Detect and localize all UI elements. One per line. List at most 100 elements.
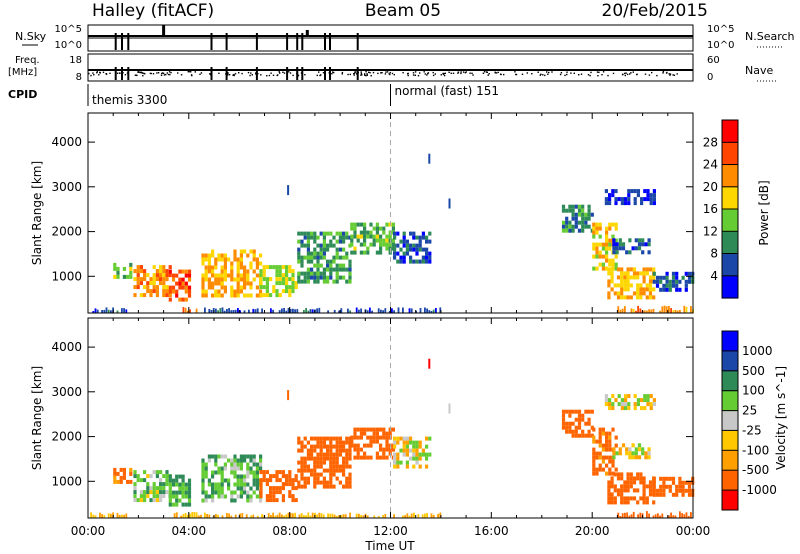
power-echo-cell — [418, 239, 422, 244]
power-echo-cell — [601, 262, 605, 267]
vel-echo-cell — [356, 443, 360, 448]
nave-dot — [607, 74, 609, 77]
power-echo-cell — [294, 281, 298, 286]
vel-echo-cell — [310, 444, 314, 449]
nave-dot — [662, 72, 664, 74]
nave-dot — [460, 71, 462, 73]
vel-echo-cell — [275, 470, 279, 475]
velocity-colorbar-tick-label: 25 — [742, 404, 757, 418]
vel-ground-scatter — [344, 514, 347, 518]
power-echo-cell — [610, 267, 614, 272]
vel-echo-cell — [303, 436, 307, 441]
power-echo-cell — [249, 261, 253, 266]
power-echo-cell — [350, 226, 354, 231]
vel-echo-cell — [642, 476, 646, 481]
vel-echo-cell — [329, 476, 333, 481]
vel-echo-cell — [319, 444, 323, 449]
vel-echo-cell — [262, 478, 266, 483]
velocity-colorbar-segment — [722, 370, 738, 392]
vel-echo-cell — [382, 427, 386, 432]
power-ground-scatter — [182, 307, 185, 313]
power-echo-cell — [249, 265, 253, 270]
power-ground-scatter — [184, 307, 187, 313]
nave-dot — [322, 72, 325, 74]
power-echo-cell — [348, 243, 352, 248]
vel-echo-cell — [113, 471, 117, 476]
vel-echo-cell — [281, 494, 285, 499]
vel-ground-scatter — [90, 512, 92, 518]
power-echo-cell — [332, 243, 336, 248]
vel-echo-cell — [288, 494, 292, 499]
power-echo-cell — [402, 239, 406, 244]
vel-echo-cell — [372, 439, 376, 444]
vel-echo-cell — [379, 435, 383, 440]
vel-echo-cell — [385, 435, 389, 440]
vel-echo-cell — [297, 436, 301, 441]
velocity-colorbar-tick-label: -1000 — [742, 483, 777, 497]
power-echo-cell — [601, 246, 605, 251]
nave-dot — [515, 73, 517, 76]
vel-echo-cell — [217, 466, 221, 471]
power-echo-cell — [577, 228, 582, 233]
power-echo-cell — [316, 235, 320, 240]
vel-echo-cell — [568, 409, 572, 414]
power-echo-cell — [428, 239, 432, 244]
power-echo-cell — [375, 238, 379, 243]
power-echo-cell — [595, 266, 599, 271]
vel-ground-scatter — [690, 512, 692, 518]
power-echo-cell — [313, 263, 317, 268]
power-ground-scatter — [430, 311, 433, 313]
nave-dot — [668, 73, 670, 75]
nave-dot — [170, 71, 172, 74]
power-y-tick-label: 1000 — [51, 269, 82, 283]
power-echo-cell — [329, 231, 333, 236]
power-echo-cell — [587, 204, 591, 209]
power-echo-cell — [310, 271, 314, 276]
vel-echo-cell — [342, 460, 346, 465]
vel-echo-cell — [356, 427, 360, 432]
vel-echo-cell — [581, 429, 585, 434]
power-echo-cell — [590, 212, 594, 217]
nave-dot — [255, 73, 257, 75]
vel-ground-scatter — [333, 514, 336, 518]
vel-echo-cell — [608, 459, 612, 464]
vel-ground-scatter — [94, 515, 97, 518]
power-echo-cell — [201, 261, 205, 266]
power-echo-cell — [577, 208, 582, 213]
power-ground-scatter — [221, 307, 224, 313]
vel-echo-cell — [652, 480, 656, 485]
vel-ground-scatter — [241, 513, 244, 518]
vel-echo-cell — [155, 470, 159, 475]
vel-echo-cell — [239, 482, 243, 487]
power-echo-cell — [648, 283, 653, 288]
nave-dot — [452, 72, 455, 74]
vel-echo-cell — [233, 462, 237, 467]
power-echo-cell — [620, 201, 624, 206]
power-echo-cell — [136, 277, 140, 282]
vel-ground-scatter — [116, 512, 119, 518]
power-echo-cell — [612, 242, 616, 247]
power-echo-cell — [322, 255, 326, 260]
power-echo-cell — [629, 283, 633, 288]
vel-echo-cell — [649, 402, 653, 407]
vel-echo-cell — [143, 470, 147, 475]
power-ground-scatter — [384, 308, 387, 313]
vel-echo-cell — [184, 502, 188, 507]
power-echo-cell — [259, 273, 263, 278]
power-echo-cell — [621, 242, 626, 247]
power-echo-cell — [648, 275, 653, 280]
vel-echo-cell — [418, 456, 422, 461]
vel-echo-cell — [187, 498, 192, 503]
power-echo-cell — [255, 257, 259, 262]
vel-echo-cell — [294, 498, 298, 503]
power-echo-cell — [342, 255, 346, 260]
nave-dot — [644, 73, 647, 75]
power-echo-cell — [281, 277, 285, 282]
nave-dot — [189, 71, 191, 73]
vel-echo-cell — [272, 490, 276, 495]
vel-ground-scatter — [413, 512, 415, 518]
vel-echo-cell — [636, 500, 640, 505]
vel-echo-cell — [211, 486, 215, 491]
nave-dot — [626, 73, 629, 76]
power-ground-scatter — [116, 310, 119, 313]
